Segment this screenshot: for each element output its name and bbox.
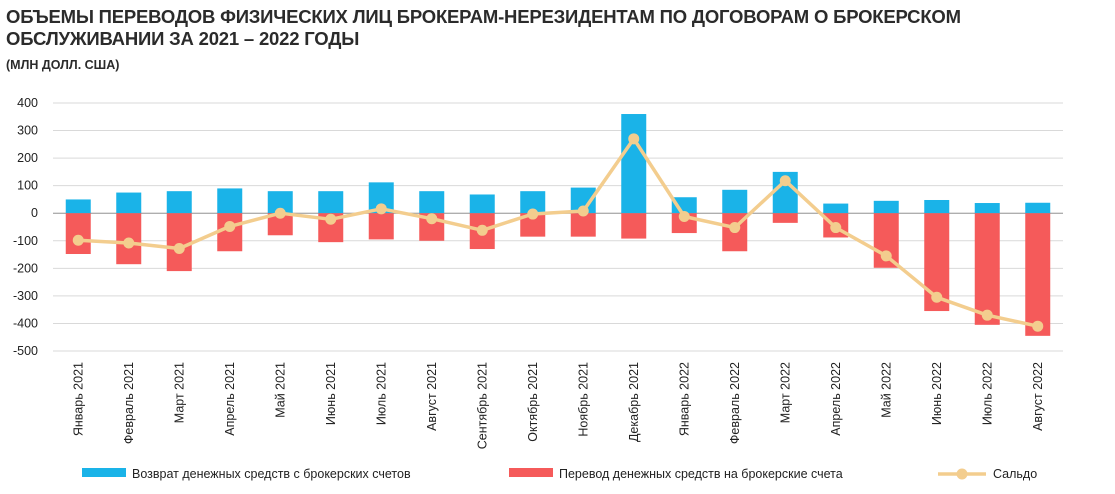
chart-title: ОБЪЕМЫ ПЕРЕВОДОВ ФИЗИЧЕСКИХ ЛИЦ БРОКЕРАМ… (6, 6, 961, 49)
saldo-point (678, 211, 690, 223)
bar-transfer (217, 213, 243, 252)
saldo-point (173, 242, 185, 254)
y-tick-label: -100 (13, 234, 38, 248)
bar-return (469, 194, 495, 214)
x-tick-label: Ноябрь 2021 (576, 362, 590, 437)
bar-return (621, 114, 647, 214)
x-tick-label: Январь 2022 (677, 362, 691, 436)
bars (65, 114, 1051, 336)
saldo-point (779, 175, 791, 187)
saldo-point (577, 205, 589, 217)
x-tick-label: Июль 2022 (980, 362, 994, 425)
bar-return (116, 192, 142, 214)
bar-return (419, 191, 445, 214)
y-tick-label: -300 (13, 289, 38, 303)
x-tick-label: Июнь 2021 (324, 362, 338, 425)
x-tick-label: Апрель 2022 (829, 362, 843, 436)
legend-swatch-return (82, 468, 126, 477)
bar-return (267, 191, 293, 214)
bar-return (823, 203, 849, 214)
y-axis: 400 300 200 100 0 -100 -200 -300 -400 -500 (13, 96, 38, 358)
saldo-point (72, 234, 84, 246)
bar-return (166, 191, 192, 214)
saldo-line-path (78, 137, 1039, 328)
y-tick-label: -400 (13, 316, 38, 330)
x-tick-label: Февраль 2022 (728, 362, 742, 444)
saldo-point (123, 237, 135, 249)
bar-return (1025, 202, 1051, 214)
y-tick-label: -200 (13, 261, 38, 275)
saldo-point (830, 222, 842, 234)
y-tick-label: 300 (17, 124, 38, 138)
x-axis: Январь 2021 Февраль 2021 Март 2021 Апрель 2… (71, 362, 1045, 449)
legend-label-return: Возврат денежных средств с брокерских сч… (132, 467, 411, 481)
bar-return (974, 203, 1000, 214)
bar-transfer (974, 213, 1000, 325)
bar-transfer (166, 213, 192, 272)
saldo-point (931, 291, 943, 303)
saldo-line (72, 133, 1044, 332)
x-tick-label: Январь 2021 (71, 362, 85, 436)
saldo-point (476, 224, 488, 236)
saldo-point (375, 203, 387, 215)
saldo-point (729, 222, 741, 234)
x-tick-label: Июль 2021 (374, 362, 388, 425)
x-tick-label: Март 2022 (778, 362, 792, 423)
legend-label-transfer: Перевод денежных средств на брокерские с… (559, 467, 843, 481)
y-tick-label: 400 (17, 96, 38, 110)
x-tick-label: Май 2022 (879, 362, 893, 418)
legend: Возврат денежных средств с брокерских сч… (82, 467, 1037, 481)
saldo-point (274, 207, 286, 219)
bar-transfer (621, 213, 647, 239)
bar-transfer (570, 213, 596, 237)
saldo-point (426, 213, 438, 225)
bar-transfer (520, 213, 546, 237)
chart-unit-label: (МЛН ДОЛЛ. США) (6, 58, 120, 72)
bar-return (520, 191, 546, 214)
legend-swatch-transfer (509, 468, 553, 477)
x-tick-label: Октябрь 2021 (526, 362, 540, 442)
y-tick-label: -500 (13, 344, 38, 358)
x-tick-label: Март 2021 (172, 362, 186, 423)
bar-return (65, 199, 91, 214)
bar-transfer (267, 213, 293, 236)
bar-return (722, 189, 748, 214)
saldo-point (1032, 320, 1044, 332)
saldo-point (880, 250, 892, 262)
legend-marker-saldo (956, 468, 968, 480)
x-tick-label: Апрель 2021 (223, 362, 237, 436)
saldo-point (325, 213, 337, 225)
x-tick-label: Август 2021 (425, 362, 439, 431)
bar-transfer (65, 213, 91, 255)
saldo-point (981, 309, 993, 321)
saldo-point (224, 220, 236, 232)
bar-transfer (1025, 213, 1051, 336)
bar-transfer (368, 213, 394, 240)
x-tick-label: Август 2022 (1031, 362, 1045, 431)
grid-lines (53, 102, 1063, 352)
y-tick-label: 200 (17, 151, 38, 165)
x-tick-label: Сентябрь 2021 (475, 362, 489, 449)
x-tick-label: Май 2021 (273, 362, 287, 418)
bar-return (318, 191, 344, 214)
x-tick-label: Июнь 2022 (930, 362, 944, 425)
y-tick-label: 0 (31, 206, 38, 220)
saldo-point (628, 133, 640, 145)
bar-return (924, 199, 950, 214)
y-tick-label: 100 (17, 179, 38, 193)
saldo-point (527, 208, 539, 220)
bar-transfer (772, 213, 798, 223)
x-tick-label: Февраль 2021 (122, 362, 136, 444)
bar-return (873, 200, 899, 214)
x-tick-label: Декабрь 2021 (627, 362, 641, 442)
legend-label-saldo: Сальдо (993, 467, 1037, 481)
bar-return (217, 188, 243, 214)
